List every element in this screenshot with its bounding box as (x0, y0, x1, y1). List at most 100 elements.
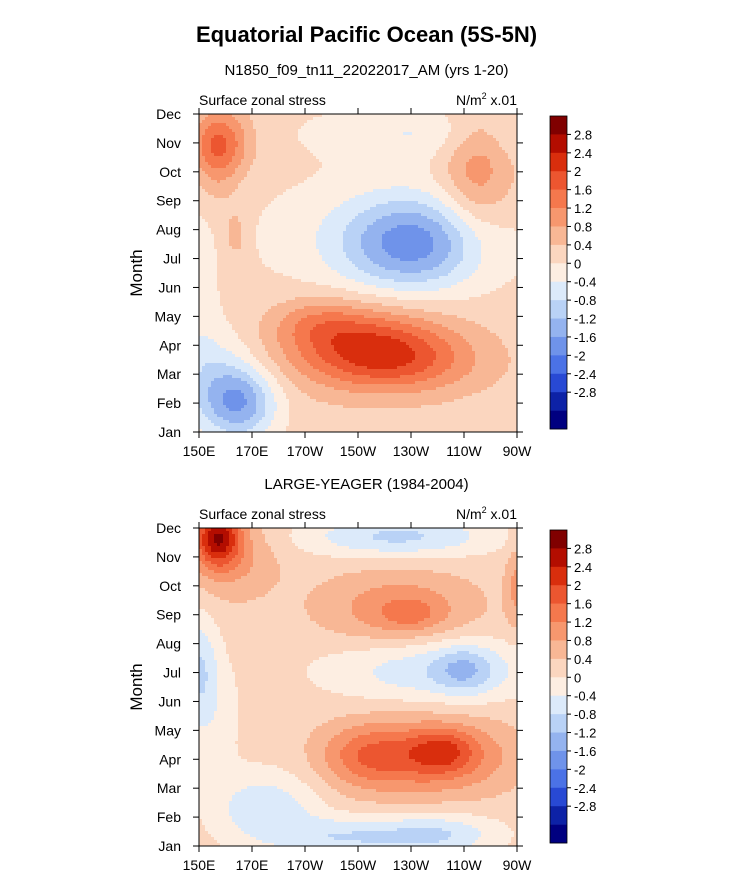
heatmap-cell (454, 198, 458, 202)
heatmap-cell (385, 249, 389, 253)
heatmap-cell (373, 228, 377, 232)
heatmap-cell (391, 123, 395, 127)
heatmap-cell (361, 126, 365, 130)
heatmap-cell (406, 198, 410, 202)
heatmap-cell (484, 165, 488, 169)
heatmap-cell (403, 144, 407, 148)
heatmap-cell (496, 126, 500, 130)
heatmap-cell (256, 150, 260, 154)
heatmap-cell (424, 132, 428, 136)
heatmap-cell (241, 180, 245, 184)
heatmap-cell (202, 195, 206, 199)
heatmap-cell (496, 222, 500, 226)
heatmap-cell (322, 141, 326, 145)
heatmap-cell (439, 240, 443, 244)
heatmap-cell (457, 141, 461, 145)
heatmap-cell (301, 138, 305, 142)
heatmap-cell (505, 186, 509, 190)
heatmap-cell (319, 120, 323, 124)
heatmap-cell (247, 243, 251, 247)
heatmap-cell (220, 234, 224, 238)
heatmap-cell (253, 204, 257, 208)
heatmap-cell (304, 252, 308, 256)
heatmap-cell (448, 144, 452, 148)
heatmap-cell (337, 120, 341, 124)
heatmap-cell (451, 174, 455, 178)
heatmap-cell (316, 186, 320, 190)
heatmap-cell (352, 204, 356, 208)
heatmap-cell (499, 162, 503, 166)
heatmap-cell (352, 117, 356, 121)
heatmap-cell (469, 240, 473, 244)
heatmap-cell (226, 126, 230, 130)
heatmap-cell (319, 204, 323, 208)
heatmap-cell (232, 228, 236, 232)
heatmap-cell (466, 174, 470, 178)
heatmap-cell (430, 192, 434, 196)
heatmap-cell (412, 228, 416, 232)
heatmap-cell (232, 165, 236, 169)
heatmap-cell (496, 120, 500, 124)
heatmap-cell (244, 210, 248, 214)
heatmap-cell (430, 252, 434, 256)
heatmap-cell (442, 132, 446, 136)
heatmap-cell (316, 222, 320, 226)
heatmap-cell (433, 204, 437, 208)
heatmap-cell (271, 117, 275, 121)
heatmap-cell (484, 114, 488, 118)
heatmap-cell (232, 216, 236, 220)
heatmap-cell (457, 144, 461, 148)
heatmap-cell (478, 243, 482, 247)
heatmap-cell (289, 246, 293, 250)
heatmap-cell (502, 177, 506, 181)
heatmap-cell (448, 141, 452, 145)
heatmap-cell (226, 123, 230, 127)
heatmap-cell (307, 219, 311, 223)
heatmap-cell (361, 147, 365, 151)
heatmap-cell (307, 189, 311, 193)
heatmap-cell (211, 162, 215, 166)
heatmap-cell (328, 138, 332, 142)
heatmap-cell (265, 210, 269, 214)
heatmap-cell (457, 222, 461, 226)
heatmap-cell (355, 165, 359, 169)
heatmap-cell (373, 210, 377, 214)
heatmap-cell (268, 252, 272, 256)
heatmap-cell (352, 156, 356, 160)
heatmap-cell (397, 135, 401, 139)
heatmap-cell (406, 234, 410, 238)
heatmap-cell (403, 174, 407, 178)
heatmap-cell (391, 231, 395, 235)
heatmap-cell (271, 204, 275, 208)
heatmap-cell (463, 138, 467, 142)
heatmap-cell (202, 210, 206, 214)
heatmap-cell (448, 159, 452, 163)
heatmap-cell (394, 189, 398, 193)
heatmap-cell (298, 231, 302, 235)
heatmap-cell (208, 150, 212, 154)
heatmap-cell (484, 243, 488, 247)
heatmap-cell (289, 129, 293, 133)
heatmap-cell (463, 243, 467, 247)
heatmap-cell (391, 216, 395, 220)
heatmap-cell (499, 156, 503, 160)
heatmap-cell (211, 189, 215, 193)
heatmap-cell (403, 186, 407, 190)
heatmap-cell (472, 156, 476, 160)
heatmap-cell (496, 246, 500, 250)
heatmap-cell (337, 192, 341, 196)
heatmap-cell (319, 198, 323, 202)
heatmap-cell (328, 162, 332, 166)
heatmap-cell (229, 150, 233, 154)
heatmap-cell (463, 219, 467, 223)
heatmap-cell (433, 129, 437, 133)
heatmap-cell (487, 114, 491, 118)
heatmap-cell (358, 159, 362, 163)
heatmap-cell (511, 219, 515, 223)
heatmap-cell (337, 204, 341, 208)
heatmap-cell (433, 207, 437, 211)
heatmap-cell (478, 204, 482, 208)
heatmap-cell (412, 162, 416, 166)
heatmap-cell (265, 120, 269, 124)
heatmap-cell (412, 189, 416, 193)
